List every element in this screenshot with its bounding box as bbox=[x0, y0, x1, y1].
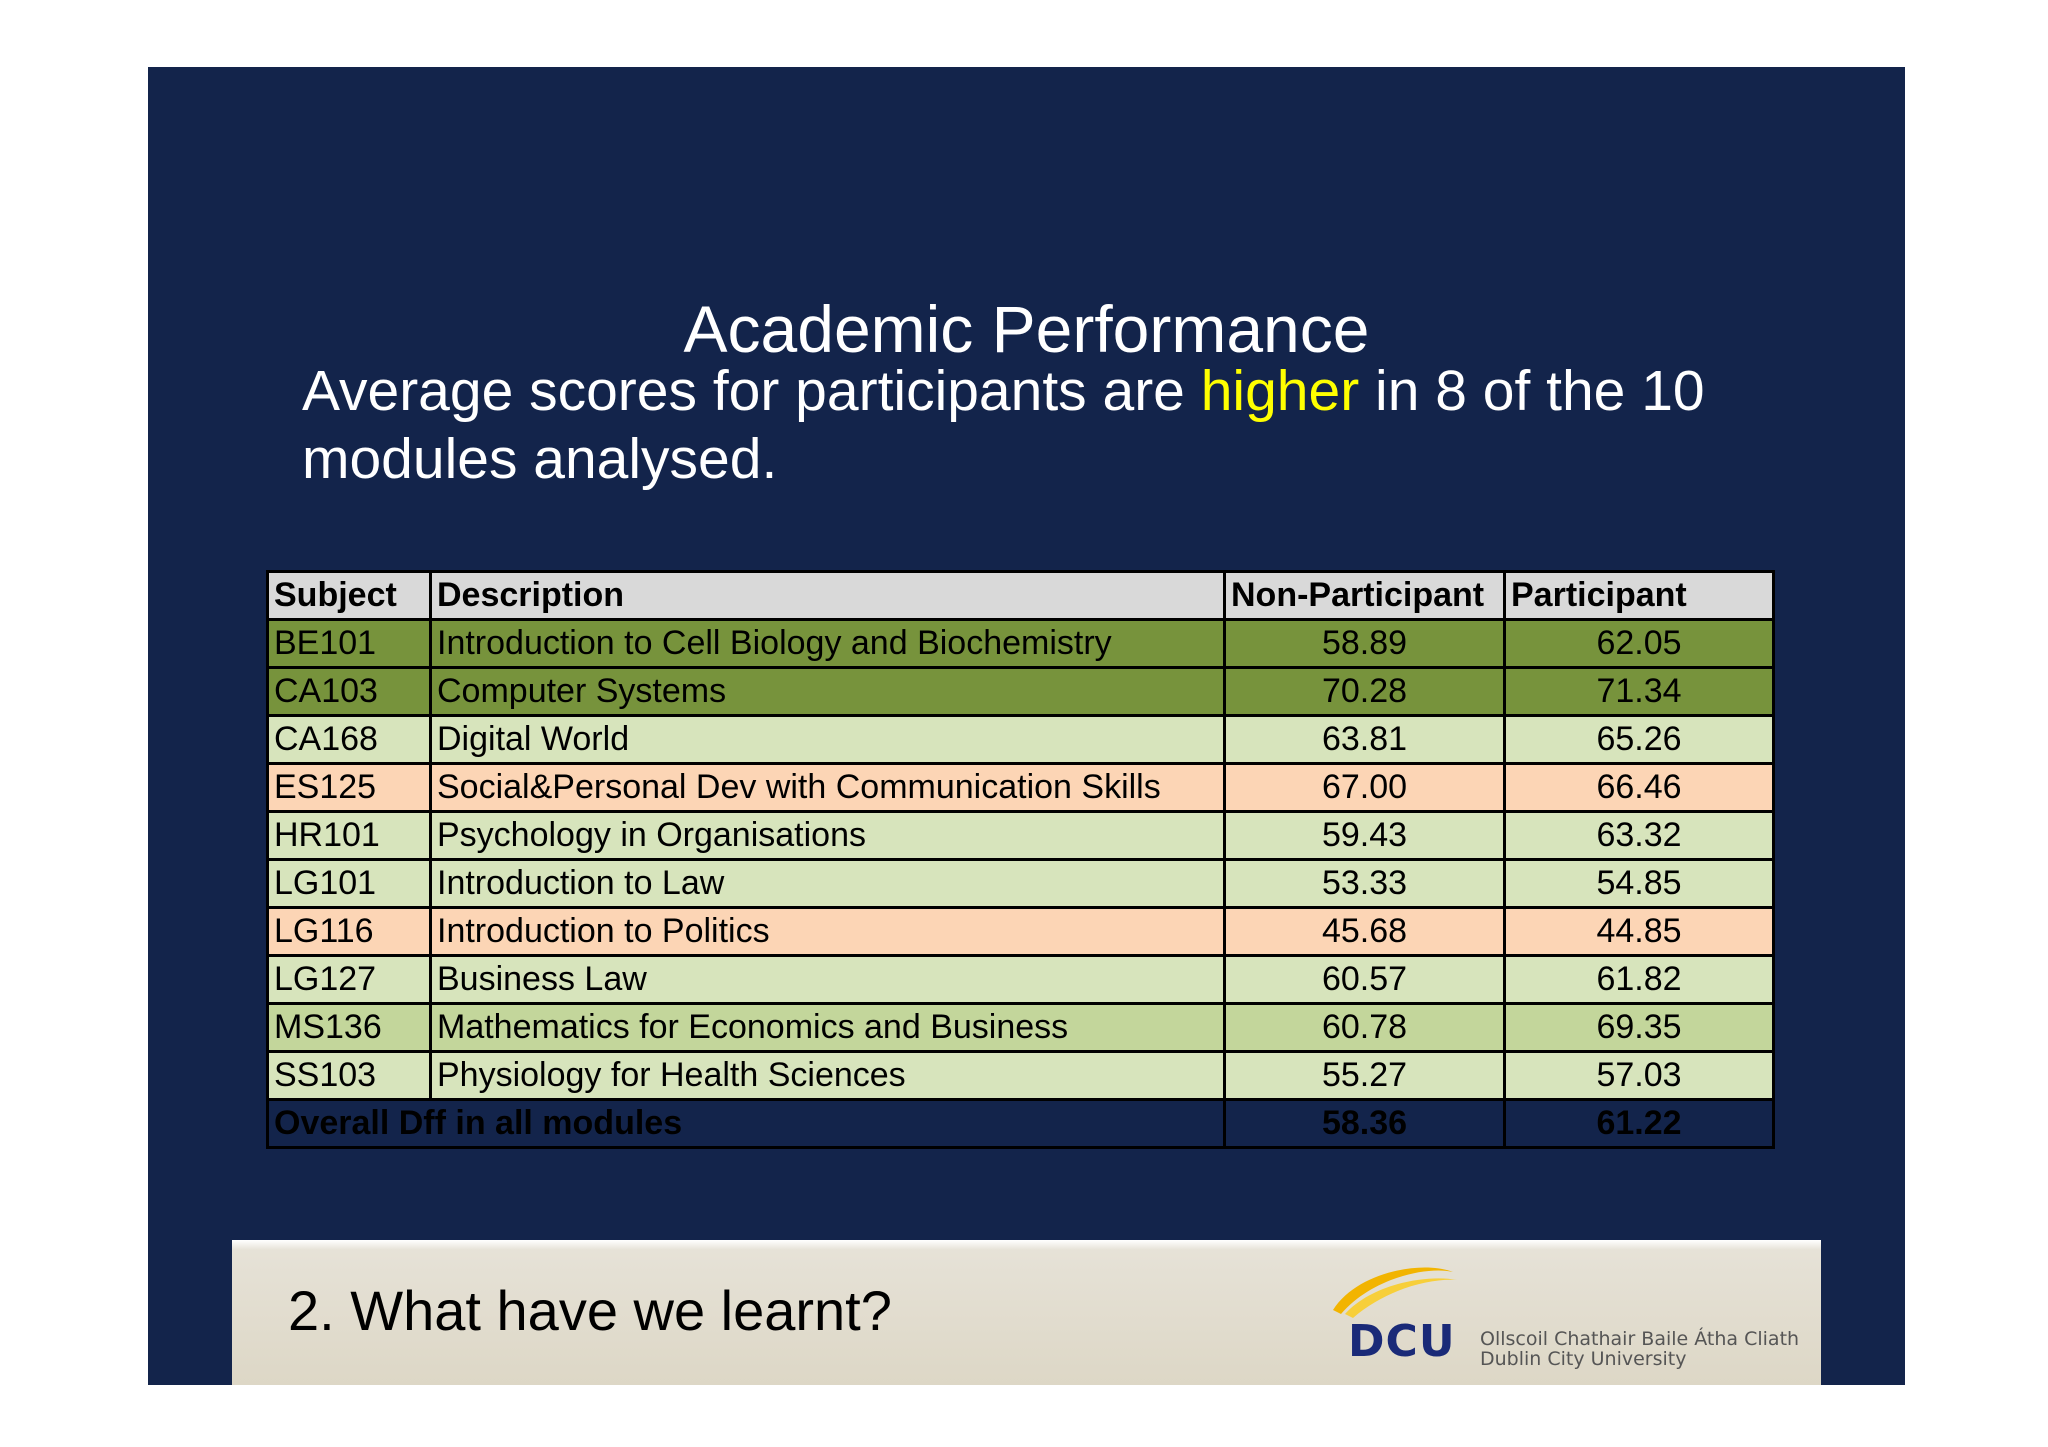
slide: Academic Performance Average scores for … bbox=[148, 67, 1905, 1385]
table-row: LG116 Introduction to Politics 45.68 44.… bbox=[266, 906, 1775, 957]
cell-subject: ES125 bbox=[266, 762, 432, 813]
cell-participant: 69.35 bbox=[1503, 1002, 1775, 1053]
cell-description: Digital World bbox=[429, 714, 1226, 765]
cell-non-participant: 60.78 bbox=[1223, 1002, 1506, 1053]
logo-mark: DCU bbox=[1348, 1316, 1456, 1367]
cell-subject: CA168 bbox=[266, 714, 432, 765]
cell-subject: LG101 bbox=[266, 858, 432, 909]
footer-section-title: 2. What have we learnt? bbox=[288, 1279, 892, 1342]
cell-subject: MS136 bbox=[266, 1002, 432, 1053]
header-subject: Subject bbox=[266, 570, 432, 621]
cell-non-participant: 63.81 bbox=[1223, 714, 1506, 765]
cell-description: Social&Personal Dev with Communication S… bbox=[429, 762, 1226, 813]
cell-description: Business Law bbox=[429, 954, 1226, 1005]
logo-english-name: Dublin City University bbox=[1480, 1348, 1687, 1370]
cell-non-participant: 59.43 bbox=[1223, 810, 1506, 861]
cell-subject: LG116 bbox=[266, 906, 432, 957]
cell-description: Introduction to Politics bbox=[429, 906, 1226, 957]
slide-title: Academic Performance bbox=[683, 292, 1370, 366]
cell-non-participant: 55.27 bbox=[1223, 1050, 1506, 1101]
cell-participant: 71.34 bbox=[1503, 666, 1775, 717]
cell-description: Psychology in Organisations bbox=[429, 810, 1226, 861]
header-non-participant: Non-Participant bbox=[1223, 570, 1506, 621]
cell-non-participant: 58.89 bbox=[1223, 618, 1506, 669]
total-participant: 61.22 bbox=[1503, 1098, 1775, 1149]
scores-table: Subject Description Non-Participant Part… bbox=[266, 570, 1775, 1149]
cell-participant: 61.82 bbox=[1503, 954, 1775, 1005]
logo-swoosh-icon bbox=[1333, 1267, 1457, 1318]
cell-description: Introduction to Cell Biology and Biochem… bbox=[429, 618, 1226, 669]
cell-description: Introduction to Law bbox=[429, 858, 1226, 909]
cell-subject: BE101 bbox=[266, 618, 432, 669]
cell-non-participant: 53.33 bbox=[1223, 858, 1506, 909]
cell-participant: 44.85 bbox=[1503, 906, 1775, 957]
subtitle-text-after: in 8 of the 10 modules analysed. bbox=[302, 359, 1705, 491]
table-body: BE101 Introduction to Cell Biology and B… bbox=[266, 618, 1775, 1149]
table-row: ES125 Social&Personal Dev with Communica… bbox=[266, 762, 1775, 813]
subtitle-text-before: Average scores for participants are bbox=[302, 359, 1201, 423]
cell-non-participant: 70.28 bbox=[1223, 666, 1506, 717]
table-header-row: Subject Description Non-Participant Part… bbox=[266, 570, 1775, 621]
slide-subtitle: Average scores for participants are high… bbox=[302, 357, 1782, 493]
table-row: CA168 Digital World 63.81 65.26 bbox=[266, 714, 1775, 765]
total-non-participant: 58.36 bbox=[1223, 1098, 1506, 1149]
cell-subject: CA103 bbox=[266, 666, 432, 717]
cell-non-participant: 67.00 bbox=[1223, 762, 1506, 813]
cell-description: Computer Systems bbox=[429, 666, 1226, 717]
cell-participant: 66.46 bbox=[1503, 762, 1775, 813]
table-row: MS136 Mathematics for Economics and Busi… bbox=[266, 1002, 1775, 1053]
cell-participant: 63.32 bbox=[1503, 810, 1775, 861]
table-row: HR101 Psychology in Organisations 59.43 … bbox=[266, 810, 1775, 861]
table-row: LG127 Business Law 60.57 61.82 bbox=[266, 954, 1775, 1005]
cell-subject: HR101 bbox=[266, 810, 432, 861]
table-row: SS103 Physiology for Health Sciences 55.… bbox=[266, 1050, 1775, 1101]
cell-subject: SS103 bbox=[266, 1050, 432, 1101]
logo-irish-name: Ollscoil Chathair Baile Átha Cliath bbox=[1480, 1328, 1800, 1350]
cell-participant: 54.85 bbox=[1503, 858, 1775, 909]
footer-bar: 2. What have we learnt? DCU Ollscoil Cha… bbox=[232, 1240, 1821, 1385]
cell-subject: LG127 bbox=[266, 954, 432, 1005]
cell-participant: 65.26 bbox=[1503, 714, 1775, 765]
table-total-row: Overall Dff in all modules 58.36 61.22 bbox=[266, 1098, 1775, 1149]
table-row: CA103 Computer Systems 70.28 71.34 bbox=[266, 666, 1775, 717]
cell-description: Physiology for Health Sciences bbox=[429, 1050, 1226, 1101]
header-description: Description bbox=[429, 570, 1226, 621]
header-participant: Participant bbox=[1503, 570, 1775, 621]
table-row: LG101 Introduction to Law 53.33 54.85 bbox=[266, 858, 1775, 909]
cell-non-participant: 45.68 bbox=[1223, 906, 1506, 957]
cell-participant: 57.03 bbox=[1503, 1050, 1775, 1101]
dcu-logo: DCU Ollscoil Chathair Baile Átha Cliath … bbox=[1327, 1262, 1800, 1372]
cell-participant: 62.05 bbox=[1503, 618, 1775, 669]
table-row: BE101 Introduction to Cell Biology and B… bbox=[266, 618, 1775, 669]
cell-description: Mathematics for Economics and Business bbox=[429, 1002, 1226, 1053]
cell-non-participant: 60.57 bbox=[1223, 954, 1506, 1005]
subtitle-highlight: higher bbox=[1200, 359, 1360, 423]
total-label: Overall Dff in all modules bbox=[266, 1098, 1226, 1149]
